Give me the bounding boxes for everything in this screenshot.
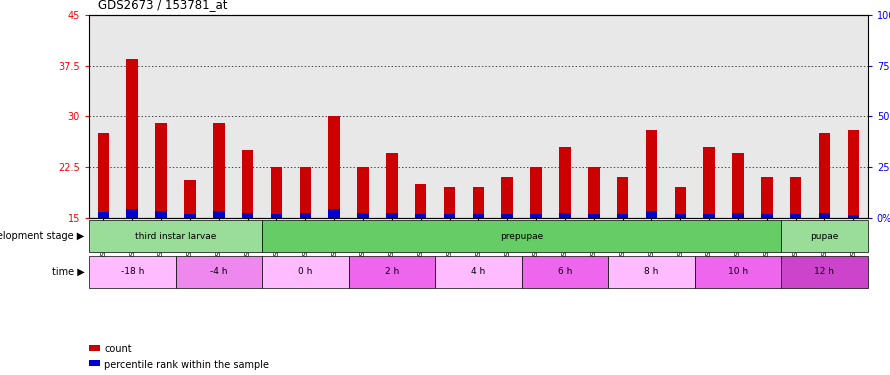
Bar bbox=[328, 209, 340, 218]
Text: 10 h: 10 h bbox=[728, 267, 748, 276]
Text: 8 h: 8 h bbox=[644, 267, 659, 276]
Bar bbox=[126, 209, 138, 218]
Bar bbox=[98, 133, 109, 218]
Text: percentile rank within the sample: percentile rank within the sample bbox=[104, 360, 269, 369]
Text: prepupae: prepupae bbox=[500, 232, 543, 241]
Bar bbox=[761, 214, 773, 217]
Bar bbox=[89, 220, 262, 252]
Bar bbox=[675, 187, 686, 218]
Bar bbox=[473, 214, 484, 217]
Bar bbox=[300, 167, 311, 218]
Bar bbox=[242, 213, 254, 217]
Bar bbox=[213, 123, 224, 218]
Text: -18 h: -18 h bbox=[120, 267, 144, 276]
Bar bbox=[819, 213, 830, 217]
Bar bbox=[126, 59, 138, 217]
Bar bbox=[703, 214, 715, 217]
Bar bbox=[89, 256, 175, 288]
Bar bbox=[435, 256, 522, 288]
Bar bbox=[175, 256, 262, 288]
Text: 6 h: 6 h bbox=[558, 267, 572, 276]
Text: time ▶: time ▶ bbox=[52, 267, 85, 277]
Text: -4 h: -4 h bbox=[210, 267, 228, 276]
Bar bbox=[184, 180, 196, 218]
Bar bbox=[386, 153, 398, 218]
Bar bbox=[156, 211, 167, 218]
Bar bbox=[473, 187, 484, 218]
Bar bbox=[242, 150, 254, 217]
Text: 2 h: 2 h bbox=[384, 267, 399, 276]
Bar bbox=[328, 116, 340, 218]
Bar bbox=[617, 177, 628, 218]
Bar bbox=[386, 213, 398, 217]
Bar bbox=[444, 214, 456, 217]
Bar bbox=[588, 167, 600, 218]
Bar bbox=[156, 123, 167, 218]
Bar bbox=[559, 147, 570, 218]
Bar bbox=[732, 153, 744, 218]
Text: count: count bbox=[104, 345, 132, 354]
Bar bbox=[184, 214, 196, 217]
Bar bbox=[703, 147, 715, 218]
Bar bbox=[415, 184, 426, 218]
Bar bbox=[271, 167, 282, 218]
Bar bbox=[262, 220, 781, 252]
Bar bbox=[501, 177, 513, 218]
Bar bbox=[645, 130, 657, 218]
Bar bbox=[213, 211, 224, 218]
Bar bbox=[819, 133, 830, 218]
Bar bbox=[98, 212, 109, 217]
Bar bbox=[790, 177, 801, 218]
Bar bbox=[588, 214, 600, 217]
Bar bbox=[271, 214, 282, 217]
Bar bbox=[847, 216, 859, 217]
Bar bbox=[415, 214, 426, 217]
Bar bbox=[847, 130, 859, 218]
Bar bbox=[645, 211, 657, 218]
Text: 0 h: 0 h bbox=[298, 267, 312, 276]
Bar bbox=[675, 214, 686, 217]
Bar bbox=[522, 256, 608, 288]
Bar bbox=[444, 187, 456, 218]
Bar bbox=[617, 214, 628, 217]
Bar bbox=[300, 213, 311, 217]
Text: pupae: pupae bbox=[810, 232, 838, 241]
Text: GDS2673 / 153781_at: GDS2673 / 153781_at bbox=[98, 0, 228, 11]
Bar bbox=[608, 256, 695, 288]
Bar bbox=[530, 214, 542, 217]
Bar bbox=[695, 256, 781, 288]
Bar bbox=[732, 213, 744, 217]
Bar bbox=[781, 256, 868, 288]
Bar bbox=[262, 256, 349, 288]
Bar bbox=[357, 167, 368, 218]
Bar bbox=[559, 213, 570, 217]
Text: 4 h: 4 h bbox=[471, 267, 486, 276]
Bar bbox=[357, 213, 368, 217]
Text: development stage ▶: development stage ▶ bbox=[0, 231, 85, 241]
Bar bbox=[530, 167, 542, 218]
Text: 12 h: 12 h bbox=[814, 267, 835, 276]
Bar bbox=[761, 177, 773, 218]
Bar bbox=[781, 220, 868, 252]
Bar bbox=[349, 256, 435, 288]
Text: third instar larvae: third instar larvae bbox=[135, 232, 216, 241]
Bar bbox=[790, 214, 801, 217]
Bar bbox=[501, 214, 513, 217]
